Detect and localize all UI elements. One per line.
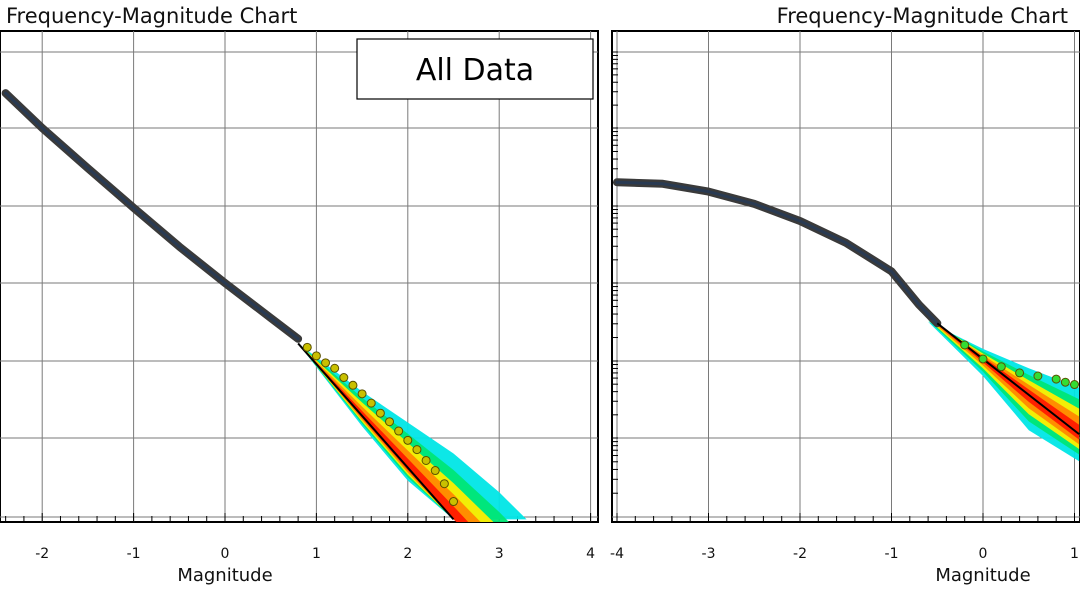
left-tail-point [339,373,349,383]
right-x-tick-label: -4 [610,546,624,562]
left-tail-point [439,479,449,489]
right-tail-point [1070,380,1079,390]
left-tail-point [375,408,385,418]
left-tail-point [449,497,458,507]
left-x-tick-label: 4 [586,546,595,562]
right-observed-curve-tint [615,180,939,325]
right-tail-point [1033,371,1043,381]
left-x-tick-label: 0 [221,546,230,562]
right-x-tick-label: 1 [1070,546,1079,562]
left-tail-point [302,342,312,352]
left-band-orange [298,343,481,522]
left-x-tick-label: -2 [35,546,49,562]
right-tail-point [978,354,988,364]
right-x-tick-label: -3 [702,546,716,562]
left-tail-point [412,445,422,455]
left-x-tick-label: 1 [312,546,321,562]
right-tail-point [960,340,970,350]
left-fit-line [297,342,455,521]
left-tail-point [403,435,413,445]
right-tail-point [1015,368,1025,378]
all-data-annotation: All Data [356,38,594,100]
left-band-inner [298,343,469,522]
left-x-tick-label: 2 [403,546,412,562]
right-x-tick-label: 0 [979,546,988,562]
left-plot-area: -2 -1 0 1 2 3 4 [0,30,599,562]
right-x-axis-label: Magnitude [935,565,1031,586]
left-tail-point [421,455,431,465]
left-tail-point [321,358,331,368]
left-x-tick-label: -1 [127,546,141,562]
left-x-tick-label: 3 [495,546,504,562]
right-fit-line [936,322,1080,435]
left-tail-point [348,380,358,390]
left-chart-title: Frequency-Magnitude Chart [6,4,298,28]
right-band-orange [928,318,1080,445]
right-x-tick-label: -1 [885,546,899,562]
left-plot-frame [0,30,599,523]
left-tail-point [394,426,404,436]
left-observed-curve-tint [4,91,300,341]
right-plot-area: -4 -3 -2 -1 0 1 [610,30,1080,562]
right-plot-frame [611,30,1080,523]
right-chart-title: Frequency-Magnitude Chart [776,4,1068,28]
right-tail-point [1051,374,1061,384]
left-x-axis-label: Magnitude [177,565,273,586]
left-grid [0,31,598,522]
left-tail-point [330,363,340,373]
left-tail-point [311,351,321,361]
right-tail-point [996,362,1006,372]
right-x-tick-label: -2 [793,546,807,562]
left-tail-point [430,466,440,476]
right-tail-point [1060,377,1070,387]
all-data-label: All Data [416,53,534,88]
right-x-ticks [612,51,1075,522]
left-tail-point [366,398,376,408]
left-tail-point [357,389,367,399]
left-tail-point [385,417,395,427]
right-grid [612,31,1080,522]
